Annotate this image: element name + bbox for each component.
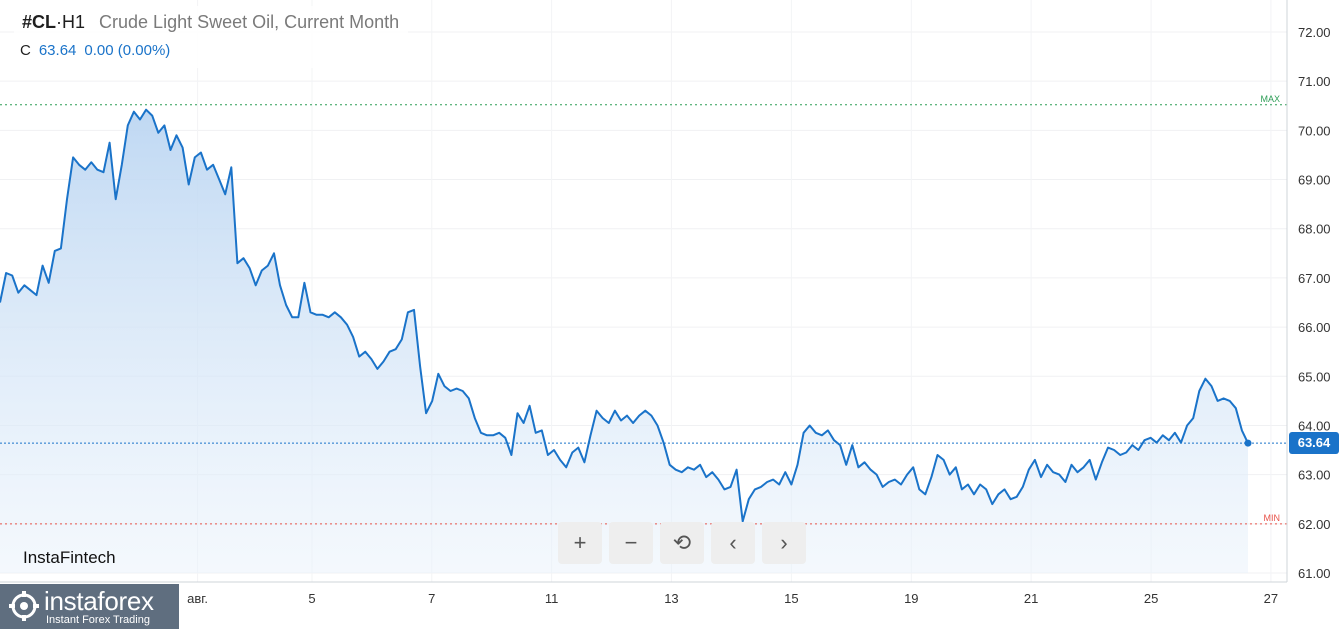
y-tick-label: 72.00 (1298, 25, 1331, 40)
instaforex-logo[interactable]: instaforex Instant Forex Trading (0, 584, 179, 629)
y-tick-label: 63.00 (1298, 468, 1331, 483)
y-tick-label: 68.00 (1298, 222, 1331, 237)
change-value: 0.00 (0.00%) (84, 42, 171, 59)
reset-button[interactable]: ⟲ (660, 522, 704, 564)
x-tick-label: 15 (784, 591, 798, 606)
y-tick-label: 69.00 (1298, 173, 1331, 188)
current-price-dot (1244, 439, 1252, 447)
zoom-out-button[interactable]: − (609, 522, 653, 564)
y-tick-label: 65.00 (1298, 369, 1331, 384)
price-area-fill (0, 109, 1248, 573)
scroll-right-button[interactable]: › (762, 522, 806, 564)
close-value: 63.64 (38, 42, 77, 59)
x-tick-label: 11 (545, 591, 559, 606)
chart-header: #CL·H1 Crude Light Sweet Oil, Current Mon… (14, 6, 408, 68)
y-tick-label: 67.00 (1298, 271, 1331, 286)
x-tick-label: 25 (1144, 591, 1158, 606)
close-label: C (20, 42, 31, 59)
logo-icon (9, 591, 39, 621)
scroll-left-button[interactable]: ‹ (711, 522, 755, 564)
price-line (0, 108, 1249, 523)
max-label: MAX (1260, 94, 1280, 104)
ohlc-row: C 63.64 0.00 (0.00%) (20, 42, 178, 59)
logo-name: instaforex (44, 586, 154, 616)
y-tick-label: 62.00 (1298, 517, 1331, 532)
separator: · (56, 12, 63, 32)
x-tick-label: 13 (664, 591, 678, 606)
y-axis: 61.00 62.00 63.00 64.00 65.00 66.00 67.00 68.00… (1298, 25, 1331, 581)
y-tick-label: 66.00 (1298, 320, 1331, 335)
x-tick-label: 21 (1024, 591, 1038, 606)
y-tick-label: 61.00 (1298, 566, 1331, 581)
x-tick-label: 7 (428, 591, 435, 606)
x-tick-label: 27 (1264, 591, 1278, 606)
zoom-in-button[interactable]: + (558, 522, 602, 564)
x-tick-label: 5 (308, 591, 315, 606)
symbol: #CL (22, 12, 57, 32)
min-label: MIN (1264, 513, 1281, 523)
current-price-badge: 63.64 (1289, 432, 1339, 454)
logo-tagline: Instant Forex Trading (46, 614, 150, 626)
x-tick-label: 19 (904, 591, 918, 606)
y-tick-label: 64.00 (1298, 418, 1331, 433)
x-axis: авг. 5 7 11 13 15 19 21 25 27 (187, 591, 1278, 606)
instrument-name: Crude Light Sweet Oil, Current Month (99, 12, 400, 32)
brand-label: InstaFintech (23, 548, 116, 567)
y-tick-label: 71.00 (1298, 74, 1331, 89)
timeframe: H1 (62, 12, 86, 32)
y-tick-label: 70.00 (1298, 123, 1331, 138)
x-tick-label: авг. (187, 591, 208, 606)
title-row: #CL·H1 Crude Light Sweet Oil, Current Mon… (22, 12, 399, 33)
